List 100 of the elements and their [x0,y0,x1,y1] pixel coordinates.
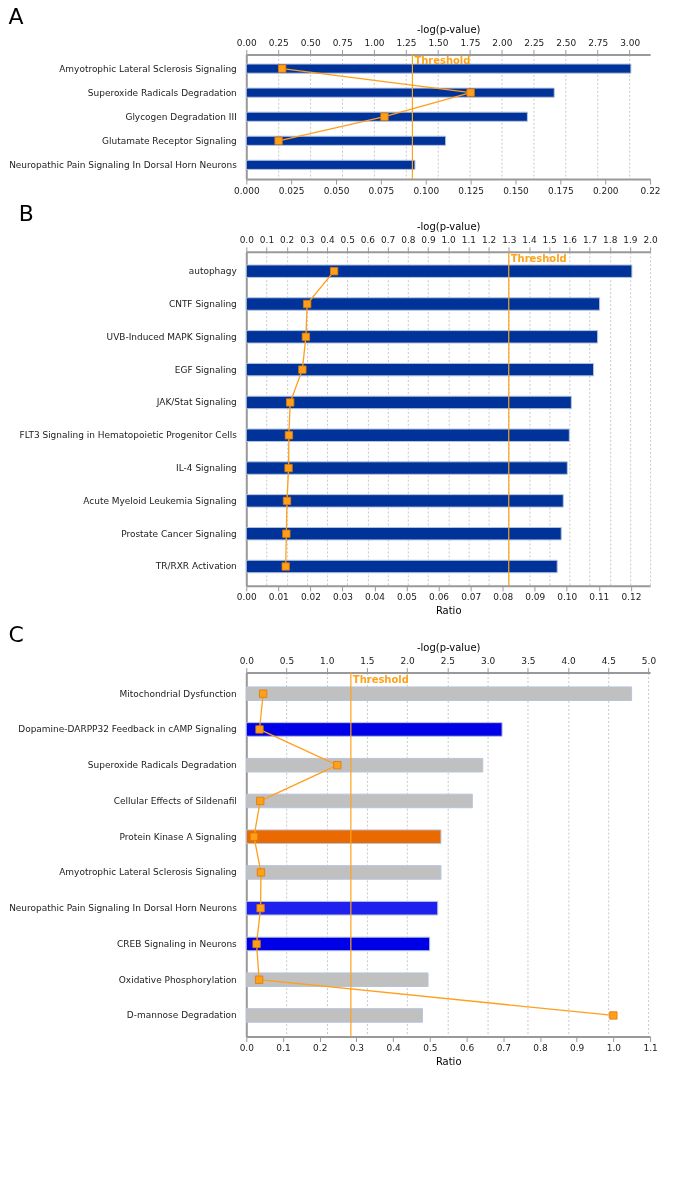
x-tick-label: 0.075 [368,185,395,196]
x-tick-label: 1.0 [606,1042,622,1053]
y-tick-label: IL-4 Signaling [176,463,237,474]
x2-tick-label: 1.9 [623,235,638,246]
ref-line-label: Threshold [352,673,409,685]
x2-tick-label: 3.00 [620,37,641,48]
x-tick-label: 0.10 [557,592,578,603]
x2-tick-label: 2.50 [556,37,577,48]
y-tick-label: Dopamine-DARPP32 Feedback in cAMP Signaling [18,724,237,735]
x2-axis-title: -log(p-value) [416,23,481,35]
point [466,88,475,97]
x2-tick-label: 2.00 [492,37,513,48]
y-tick-label: Cellular Effects of Sildenafil [113,795,237,806]
y-tick-label: Neuropathic Pain Signaling In Dorsal Horn Neurons [9,903,238,914]
point [259,689,268,698]
x2-tick-label: 0.2 [280,235,295,246]
point [249,832,259,841]
text: B [18,200,34,226]
x2-tick-label: 1.0 [320,656,335,667]
x-tick-label: 0.150 [503,185,530,196]
x2-tick-label: 0.7 [380,235,396,246]
y-tick-label: JAK/Stat Signaling [155,397,237,408]
point [286,398,295,407]
x2-tick-label: 2.5 [440,656,456,667]
x-axis-title: Ratio [435,1055,462,1067]
x2-tick-label: 3.5 [521,656,536,667]
y-tick-label: Superoxide Radicals Degradation [87,760,237,771]
point [333,761,342,770]
y-tick-label: Glycogen Degradation III [125,111,237,122]
y-tick-label: EGF Signaling [174,364,237,375]
y-tick-label: TR/RXR Activation [154,561,237,572]
point [282,496,292,505]
x2-tick-label: 1.4 [522,235,537,246]
point [281,562,290,571]
x-tick-label: 0.125 [458,185,484,196]
x-tick-label: 0.000 [233,185,260,196]
x-tick-label: 0.01 [268,592,289,603]
x2-tick-label: 0.1 [259,235,275,246]
point [284,463,293,473]
y-tick-label: CNTF Signaling [168,298,237,309]
y-tick-label: Neuropathic Pain Signaling In Dorsal Horn Neurons [9,159,238,170]
y-tick-label: CREB Signaling in Neurons [117,938,238,949]
x2-tick-label: 1.7 [582,235,598,246]
x2-tick-label: 1.5 [542,235,557,246]
x-tick-label: 0.7 [496,1042,511,1053]
y-tick-label: Glutamate Receptor Signaling [102,135,237,146]
y-tick-label: Superoxide Radicals Degradation [87,87,237,98]
x2-tick-label: 0.0 [239,656,255,667]
x-tick-label: 0.1 [276,1042,291,1053]
x2-tick-label: 4.0 [561,656,576,667]
x2-tick-label: 1.8 [603,235,618,246]
x2-tick-label: 1.3 [502,235,517,246]
y-tick-label: Oxidative Phosphorylation [118,974,237,985]
ref-line-label: Threshold [510,252,567,264]
x2-tick-label: 1.00 [364,37,385,48]
y-tick-label: Amyotrophic Lateral Sclerosis Signaling [59,867,237,878]
x-tick-label: 0.025 [278,185,305,196]
x2-tick-label: 2.25 [524,37,545,48]
point [256,868,266,877]
x-tick-label: 0.050 [323,185,350,196]
x2-tick-label: 5.0 [641,656,657,667]
x2-tick-label: 1.5 [360,656,375,667]
point [301,332,310,341]
x2-tick-label: 1.2 [481,235,497,246]
x-tick-label: 0.09 [525,592,546,603]
y-tick-label: Prostate Cancer Signaling [121,528,237,539]
point [284,431,293,440]
x2-tick-label: 0.8 [401,235,416,246]
y-tick-label: Acute Myeloid Leukemia Signaling [83,495,237,506]
x2-tick-label: 0.75 [332,37,353,48]
text: A [8,3,24,29]
point [380,112,389,121]
point [282,529,291,538]
x-tick-label: 0.2 [313,1042,328,1053]
point [298,365,307,374]
x2-tick-label: 0.0 [239,235,255,246]
point [256,904,265,913]
x2-tick-label: 0.4 [320,235,335,246]
x-tick-label: 0.8 [533,1042,548,1053]
x2-tick-label: 0.5 [279,656,295,667]
x2-tick-label: 0.6 [360,235,376,246]
x-tick-label: 0.03 [332,592,353,603]
x2-tick-label: 0.9 [421,235,436,246]
x2-axis-title: -log(p-value) [416,642,481,654]
y-tick-label: Protein Kinase A Signaling [119,831,237,842]
x2-tick-label: 1.6 [562,235,578,246]
x2-tick-label: 1.1 [461,235,477,246]
x-tick-label: 0.3 [349,1042,365,1053]
x2-tick-label: 0.5 [340,235,355,246]
ref-line-label: Threshold [414,55,471,67]
x-tick-label: 0.11 [589,592,610,603]
x-tick-label: 0.200 [592,185,619,196]
y-tick-label: autophagy [188,266,238,277]
point [330,267,339,276]
x-tick-label: 0.08 [493,592,514,603]
point [274,136,283,145]
point [256,796,265,806]
x2-tick-label: 1.0 [441,235,457,246]
x-tick-label: 0.22 [640,185,661,196]
x2-tick-label: 0.25 [268,37,289,48]
